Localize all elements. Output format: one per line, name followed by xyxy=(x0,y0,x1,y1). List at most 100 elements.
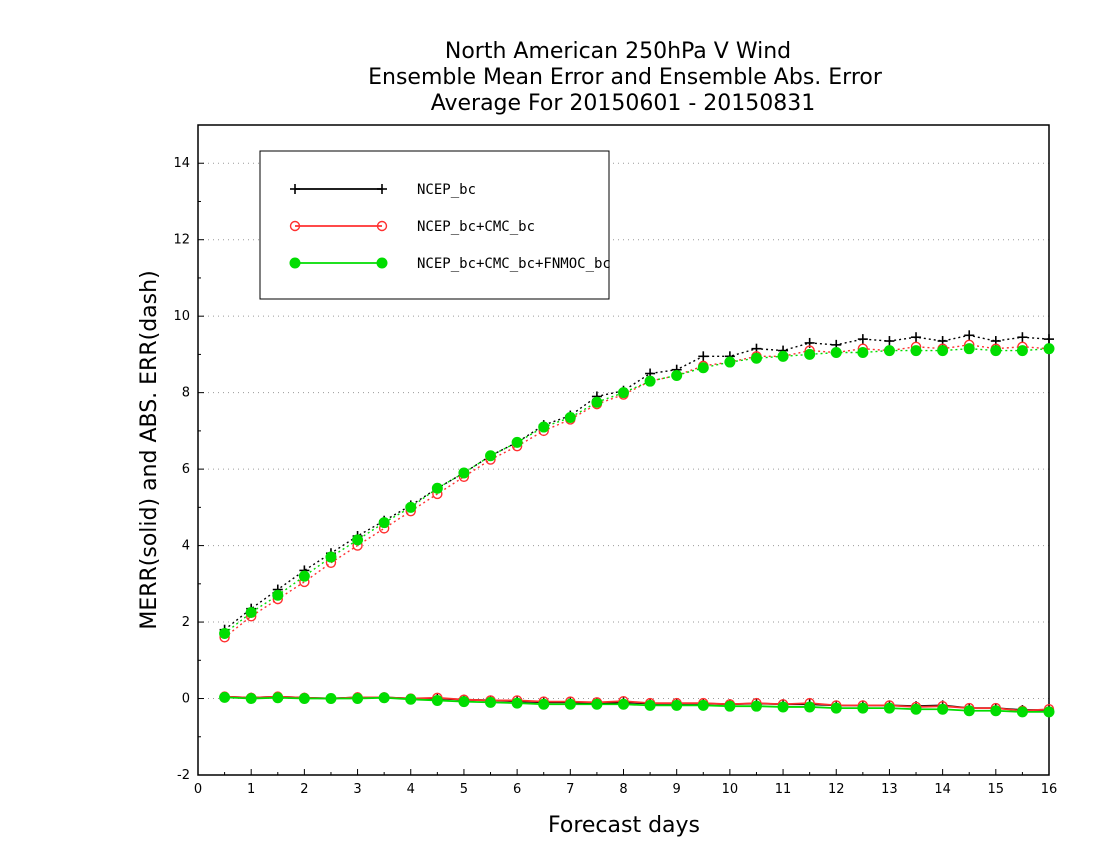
chart-title: North American 250hPa V Wind Ensemble Me… xyxy=(368,39,883,116)
x-tick-label-15: 15 xyxy=(988,782,1005,797)
y-tick-label-2: 2 xyxy=(182,615,190,630)
series-2-abs-err-point-20 xyxy=(750,352,762,364)
series-1-abs-err-line xyxy=(224,344,1050,638)
series-2-abs-err-line xyxy=(224,347,1050,635)
x-tick-label-1: 1 xyxy=(247,782,255,797)
y-tick-label-6: 10 xyxy=(173,309,190,324)
series-0-abs-err-point-25 xyxy=(884,336,895,347)
y-tick-label-1: 0 xyxy=(182,692,190,707)
chart-title-line-3: Average For 20150601 - 20150831 xyxy=(431,91,816,116)
legend-marker-2-a xyxy=(289,257,301,269)
series-2-mean-err-point-17 xyxy=(671,699,683,711)
series-2-mean-err-point-8 xyxy=(431,694,443,706)
series-2-abs-err-point-4 xyxy=(325,551,337,563)
series-0 xyxy=(219,330,1054,715)
x-tick-label-8: 8 xyxy=(619,782,627,797)
series-0-abs-err-point-30 xyxy=(1017,332,1028,343)
series-2-mean-err-point-9 xyxy=(458,696,470,708)
legend: NCEP_bc NCEP_bc+CMC_bc NCEP_bc+CMC_bc+FNMO… xyxy=(259,150,611,300)
series-2-abs-err-point-12 xyxy=(538,421,550,433)
legend-label-2: NCEP_bc+CMC_bc+FNMOC_bc xyxy=(417,256,611,272)
series-2-mean-err-point-26 xyxy=(910,703,922,715)
series-0-abs-err-point-18 xyxy=(698,351,709,362)
legend-label-0: NCEP_bc xyxy=(417,182,476,198)
series-2-mean-err-point-19 xyxy=(724,700,736,712)
y-tick-label-4: 6 xyxy=(182,462,190,477)
series-2-abs-err-point-1 xyxy=(245,607,257,618)
x-axis-label: Forecast days xyxy=(548,813,700,838)
legend-marker-1-a xyxy=(289,220,301,232)
series-2-mean-err-point-27 xyxy=(937,703,949,715)
legend-label-1: NCEP_bc+CMC_bc xyxy=(417,219,535,235)
series-2-abs-err-point-7 xyxy=(405,501,417,513)
series-layer xyxy=(219,330,1055,718)
legend-marker-0-b xyxy=(377,184,387,194)
series-2-mean-err-point-15 xyxy=(618,698,629,710)
x-tick-label-3: 3 xyxy=(353,782,361,797)
series-0-abs-err-point-31 xyxy=(1044,334,1054,345)
series-2-mean-err-point-30 xyxy=(1016,706,1028,718)
x-tick-label-12: 12 xyxy=(828,782,845,797)
series-2-abs-err-point-0 xyxy=(219,628,231,640)
series-2-mean-err-point-10 xyxy=(485,696,497,708)
x-tick-label-2: 2 xyxy=(300,782,308,797)
series-2-mean-err-point-7 xyxy=(405,693,417,705)
series-2-abs-err-point-17 xyxy=(671,369,683,381)
series-2-mean-err-point-23 xyxy=(830,702,842,714)
series-2-mean-err-point-25 xyxy=(883,702,895,714)
series-2-abs-err-point-28 xyxy=(963,343,975,355)
x-tick-label-6: 6 xyxy=(513,782,521,797)
series-2-mean-err-point-20 xyxy=(750,700,762,712)
series-2-abs-err-point-18 xyxy=(697,362,709,374)
x-tick-label-13: 13 xyxy=(881,782,898,797)
series-2-mean-err-point-2 xyxy=(272,692,284,704)
series-0-abs-err-line xyxy=(224,334,1050,631)
series-2-abs-err-point-30 xyxy=(1016,345,1028,357)
series-2-abs-err-point-11 xyxy=(511,436,523,448)
series-2-mean-err-line xyxy=(224,696,1049,713)
x-tick-label-14: 14 xyxy=(934,782,951,797)
y-axis-label: MERR(solid) and ABS. ERR(dash) xyxy=(137,270,162,629)
series-2-abs-err-point-26 xyxy=(910,345,922,357)
series-2-abs-err-point-10 xyxy=(485,450,497,462)
series-2-mean-err-point-4 xyxy=(325,693,337,705)
series-2-abs-err-point-27 xyxy=(937,345,949,357)
series-2-mean-err-point-3 xyxy=(298,693,310,705)
series-0-abs-err-point-28 xyxy=(964,330,975,341)
series-2-abs-err-point-9 xyxy=(458,467,470,479)
series-2-mean-err-point-1 xyxy=(245,693,257,705)
chart-title-line-1: North American 250hPa V Wind xyxy=(445,39,791,64)
series-2-abs-err-point-13 xyxy=(564,412,576,423)
series-2-mean-err-point-28 xyxy=(963,705,975,717)
x-tick-label-9: 9 xyxy=(673,782,681,797)
y-tick-label-7: 12 xyxy=(173,233,190,248)
series-2-mean-err-point-16 xyxy=(644,699,656,711)
x-tick-label-7: 7 xyxy=(566,782,574,797)
series-2-abs-err-point-23 xyxy=(830,347,842,358)
series-2-mean-err-point-31 xyxy=(1043,706,1055,718)
y-tick-label-5: 8 xyxy=(182,386,190,401)
legend-box xyxy=(259,150,610,300)
y-tick-label-8: 14 xyxy=(173,156,190,171)
series-2-abs-err-point-29 xyxy=(990,345,1002,357)
series-1 xyxy=(219,339,1055,716)
series-2-mean-err-point-29 xyxy=(990,705,1002,717)
series-2-mean-err-point-0 xyxy=(219,691,231,703)
x-tick-label-4: 4 xyxy=(407,782,415,797)
series-2-mean-err-point-18 xyxy=(697,699,709,711)
series-2-abs-err-point-3 xyxy=(298,570,310,582)
x-tick-label-11: 11 xyxy=(775,782,792,797)
series-2-mean-err-point-14 xyxy=(591,698,603,710)
series-2-abs-err-point-16 xyxy=(644,375,656,387)
series-2-mean-err-point-11 xyxy=(511,697,523,709)
x-tick-label-0: 0 xyxy=(194,782,202,797)
x-tick-label-16: 16 xyxy=(1041,782,1058,797)
series-2-abs-err-point-8 xyxy=(431,482,443,494)
legend-entry-1: NCEP_bc+CMC_bc xyxy=(289,219,535,235)
series-2-abs-err-point-25 xyxy=(883,345,895,357)
series-2-abs-err-point-19 xyxy=(724,356,736,368)
series-2-abs-err-point-24 xyxy=(857,347,869,358)
series-2-mean-err-point-6 xyxy=(378,692,390,704)
